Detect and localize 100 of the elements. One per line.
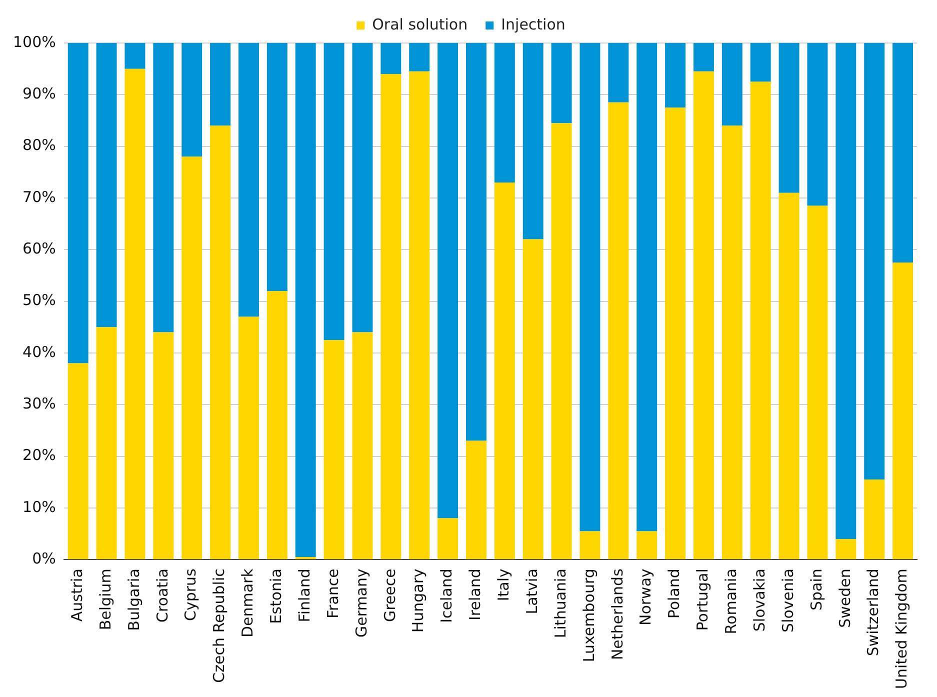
- y-tick-label: 30%: [22, 394, 56, 413]
- bar: [352, 332, 373, 560]
- bar: [124, 43, 146, 69]
- x-tick-label: United Kingdom: [892, 568, 911, 690]
- bar: [608, 102, 629, 560]
- bar: [266, 290, 288, 560]
- bar: [750, 43, 771, 82]
- bar: [836, 43, 856, 539]
- bar: [324, 340, 344, 560]
- bar: [836, 538, 856, 560]
- x-tick-label: Greece: [380, 568, 399, 622]
- bar: [466, 440, 486, 560]
- bar: [580, 531, 600, 560]
- bar: [864, 43, 885, 480]
- bar: [153, 43, 174, 332]
- y-tick-label: 50%: [22, 291, 56, 310]
- x-tick-label: Iceland: [438, 568, 456, 623]
- bar: [438, 43, 458, 518]
- y-tick-label: 70%: [22, 188, 56, 206]
- bar: [124, 68, 146, 560]
- x-tick-label: Lithuania: [551, 568, 570, 638]
- bar: [182, 43, 202, 157]
- bar: [522, 43, 544, 240]
- x-tick-label: Bulgaria: [124, 568, 143, 631]
- x-tick-label: Slovenia: [778, 568, 797, 632]
- x-tick-label: Portugal: [694, 568, 712, 631]
- bar: [580, 43, 600, 532]
- x-tick-label: Ireland: [466, 568, 484, 620]
- bar: [722, 126, 742, 560]
- x-tick-label: Spain: [807, 568, 826, 611]
- y-tick-label: 40%: [22, 342, 56, 361]
- y-tick-label: 20%: [22, 446, 56, 464]
- x-tick-label: Norway: [636, 568, 655, 626]
- bar: [68, 43, 88, 364]
- bar: [807, 43, 828, 206]
- x-tick-label: Italy: [494, 568, 513, 602]
- bar: [380, 43, 402, 74]
- bar: [494, 182, 515, 560]
- x-tick-label: Czech Republic: [210, 568, 228, 683]
- bar: [665, 108, 686, 560]
- bar: [153, 332, 174, 560]
- bar: [864, 480, 885, 560]
- y-tick-label: 10%: [22, 498, 56, 516]
- x-tick-label: Germany: [352, 568, 370, 638]
- y-tick-label: 100%: [12, 32, 56, 51]
- bar: [608, 43, 629, 102]
- legend-label: Injection: [501, 15, 566, 34]
- bar: [494, 43, 515, 182]
- x-tick-label: Denmark: [238, 568, 257, 638]
- x-tick-label: Luxembourg: [580, 568, 598, 662]
- bar: [409, 43, 430, 72]
- bar: [409, 71, 430, 560]
- bar: [778, 192, 800, 560]
- x-tick-label: Latvia: [522, 568, 541, 614]
- bar: [551, 123, 572, 560]
- bar: [722, 43, 742, 126]
- bar: [522, 239, 544, 560]
- x-tick-label: Finland: [295, 568, 314, 622]
- x-tick-label: Hungary: [409, 568, 428, 633]
- x-tick-label: Belgium: [96, 568, 114, 630]
- bar: [750, 82, 771, 560]
- bar: [693, 71, 714, 560]
- bar: [352, 43, 373, 332]
- bar: [324, 43, 344, 340]
- bar: [210, 43, 231, 126]
- bar: [892, 43, 914, 263]
- x-tick-label: Croatia: [153, 568, 172, 623]
- bar: [238, 43, 259, 317]
- x-tick-label: Netherlands: [608, 568, 626, 660]
- bar: [96, 327, 117, 560]
- x-tick-label: Sweden: [836, 568, 854, 628]
- bar: [892, 262, 914, 560]
- bar: [182, 156, 202, 560]
- y-tick-label: 90%: [22, 84, 56, 103]
- bar: [778, 43, 800, 193]
- x-tick-label: Poland: [665, 568, 684, 619]
- x-tick-label: Estonia: [267, 568, 286, 624]
- y-tick-label: 80%: [22, 136, 56, 154]
- bar: [551, 43, 572, 124]
- bar: [210, 126, 231, 560]
- x-tick-label: Austria: [68, 568, 86, 622]
- bar: [636, 43, 658, 532]
- legend-label: Oral solution: [372, 15, 468, 34]
- bar: [466, 43, 486, 441]
- x-tick-label: Romania: [722, 568, 740, 634]
- bar: [380, 74, 402, 560]
- bar: [238, 316, 259, 560]
- bar: [266, 43, 288, 291]
- bar: [68, 363, 88, 560]
- y-tick-label: 0%: [32, 549, 56, 568]
- bar: [636, 531, 658, 560]
- x-tick-label: Slovakia: [750, 568, 768, 632]
- bar: [295, 43, 316, 558]
- bar: [96, 43, 117, 328]
- x-tick-label: Cyprus: [182, 568, 200, 621]
- y-tick-label: 60%: [22, 240, 56, 258]
- bar: [438, 518, 458, 560]
- x-tick-label: France: [324, 568, 342, 618]
- bar: [693, 43, 714, 72]
- x-tick-label: Switzerland: [864, 568, 882, 656]
